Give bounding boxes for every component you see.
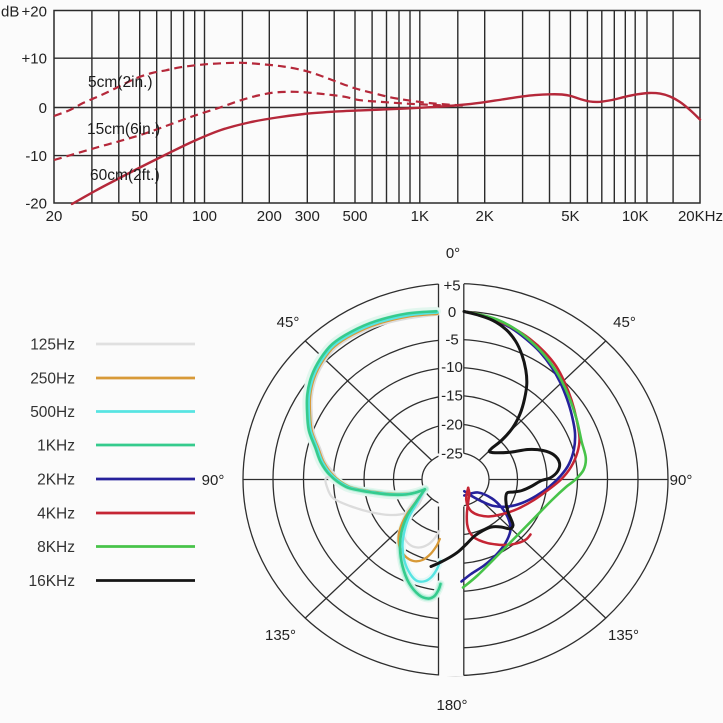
svg-text:10K: 10K: [622, 208, 649, 225]
svg-text:90°: 90°: [670, 472, 693, 489]
svg-text:0°: 0°: [446, 245, 460, 262]
svg-text:135°: 135°: [265, 627, 296, 644]
svg-text:2K: 2K: [476, 208, 494, 225]
svg-text:16KHz: 16KHz: [28, 573, 75, 590]
svg-text:-5: -5: [445, 332, 458, 349]
svg-text:5K: 5K: [561, 208, 579, 225]
svg-text:100: 100: [192, 208, 217, 225]
svg-text:+20: +20: [22, 4, 47, 21]
svg-text:15cm(6in.): 15cm(6in.): [87, 121, 160, 138]
svg-text:90°: 90°: [202, 472, 225, 489]
svg-text:1KHz: 1KHz: [37, 438, 75, 455]
svg-text:500: 500: [342, 208, 367, 225]
svg-text:5cm(2in.): 5cm(2in.): [88, 74, 153, 91]
svg-text:-20: -20: [25, 196, 47, 213]
svg-text:50: 50: [131, 208, 148, 225]
svg-text:-25: -25: [441, 446, 463, 463]
svg-text:500Hz: 500Hz: [30, 404, 75, 421]
svg-text:135°: 135°: [608, 627, 639, 644]
svg-text:+5: +5: [443, 278, 460, 295]
svg-text:0: 0: [448, 304, 456, 321]
svg-text:-20: -20: [441, 417, 463, 434]
svg-text:1K: 1K: [411, 208, 429, 225]
svg-text:45°: 45°: [613, 314, 636, 331]
svg-text:+10: +10: [22, 51, 47, 68]
svg-text:125Hz: 125Hz: [30, 337, 75, 354]
svg-text:2KHz: 2KHz: [37, 472, 75, 489]
svg-text:-15: -15: [441, 388, 463, 405]
svg-text:200: 200: [257, 208, 282, 225]
svg-text:20KHz: 20KHz: [678, 208, 723, 225]
svg-text:-10: -10: [25, 148, 47, 165]
svg-text:20: 20: [46, 208, 63, 225]
svg-text:8KHz: 8KHz: [37, 539, 75, 556]
svg-text:250Hz: 250Hz: [30, 371, 75, 388]
svg-text:dB: dB: [1, 4, 19, 21]
svg-text:4KHz: 4KHz: [37, 506, 75, 523]
svg-text:180°: 180°: [436, 697, 467, 714]
svg-text:-10: -10: [441, 359, 463, 376]
svg-text:45°: 45°: [277, 314, 300, 331]
svg-text:60cm(2ft.): 60cm(2ft.): [90, 167, 160, 184]
svg-text:300: 300: [295, 208, 320, 225]
svg-text:0: 0: [39, 100, 47, 117]
